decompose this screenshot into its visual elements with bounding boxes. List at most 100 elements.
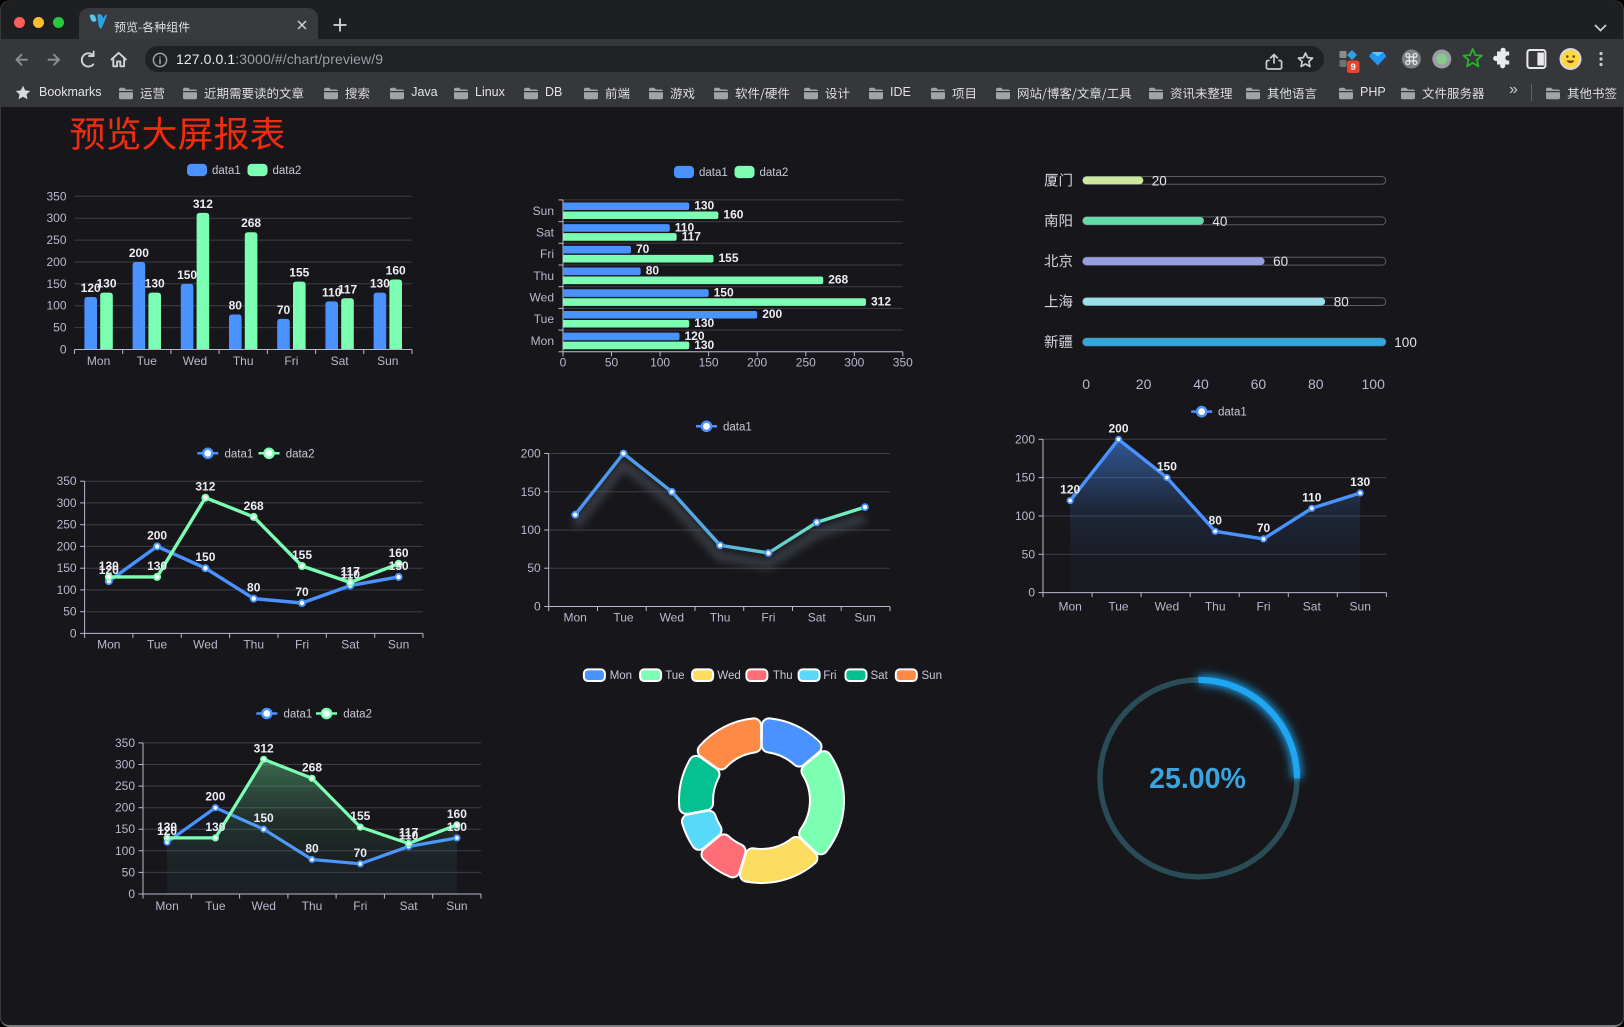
svg-text:312: 312	[195, 480, 215, 494]
svg-text:350: 350	[46, 189, 66, 203]
svg-text:data2: data2	[760, 167, 789, 179]
svg-text:130: 130	[205, 820, 225, 834]
svg-text:100: 100	[1394, 335, 1417, 350]
svg-text:Mon: Mon	[531, 334, 554, 348]
svg-text:Fri: Fri	[295, 638, 309, 652]
svg-text:120: 120	[81, 281, 101, 295]
svg-text:350: 350	[57, 474, 77, 488]
svg-text:Thu: Thu	[243, 638, 264, 652]
svg-text:70: 70	[277, 303, 291, 317]
svg-text:Mon: Mon	[155, 899, 178, 913]
svg-text:Thu: Thu	[533, 269, 554, 283]
svg-text:Tue: Tue	[205, 899, 226, 913]
svg-text:150: 150	[115, 822, 135, 836]
svg-text:70: 70	[354, 846, 368, 860]
svg-text:Sat: Sat	[536, 226, 555, 240]
svg-text:50: 50	[63, 605, 77, 619]
svg-text:80: 80	[1209, 513, 1223, 527]
svg-text:155: 155	[350, 809, 370, 823]
svg-text:130: 130	[1350, 475, 1370, 489]
svg-text:117: 117	[399, 826, 419, 840]
svg-text:200: 200	[205, 790, 225, 804]
svg-text:Mon: Mon	[1059, 600, 1082, 614]
svg-text:Sat: Sat	[808, 611, 827, 625]
svg-text:100: 100	[521, 523, 541, 537]
svg-text:Sun: Sun	[1350, 600, 1371, 614]
svg-text:Sun: Sun	[922, 670, 942, 682]
svg-text:117: 117	[341, 565, 361, 579]
svg-text:Sun: Sun	[854, 611, 875, 625]
svg-text:Wed: Wed	[251, 899, 275, 913]
svg-text:200: 200	[147, 528, 167, 542]
svg-text:150: 150	[46, 277, 66, 291]
svg-text:60: 60	[1251, 376, 1267, 392]
svg-text:50: 50	[122, 865, 136, 879]
svg-text:110: 110	[399, 829, 419, 843]
svg-text:Tue: Tue	[613, 611, 634, 625]
svg-text:200: 200	[762, 307, 782, 321]
svg-text:data2: data2	[286, 448, 315, 460]
svg-text:Wed: Wed	[193, 638, 217, 652]
svg-text:130: 130	[147, 559, 167, 573]
svg-text:9: 9	[1351, 62, 1356, 73]
svg-text:Fri: Fri	[540, 247, 554, 261]
svg-text:300: 300	[46, 211, 66, 225]
svg-text:Tue: Tue	[147, 638, 168, 652]
svg-text:Sun: Sun	[533, 204, 554, 218]
svg-text:130: 130	[694, 199, 714, 213]
svg-text:50: 50	[605, 356, 619, 370]
svg-text:Tue: Tue	[665, 670, 684, 682]
svg-text:Sun: Sun	[446, 899, 467, 913]
svg-text:50: 50	[1022, 547, 1036, 561]
svg-text:80: 80	[1308, 376, 1324, 392]
svg-text:80: 80	[229, 299, 243, 313]
svg-text:0: 0	[534, 600, 541, 614]
svg-text:Tue: Tue	[137, 354, 158, 368]
svg-text:80: 80	[1334, 295, 1349, 310]
svg-text:Wed: Wed	[717, 670, 740, 682]
svg-text:150: 150	[195, 550, 215, 564]
svg-text:300: 300	[57, 496, 77, 510]
svg-text:40: 40	[1212, 214, 1227, 229]
svg-text:268: 268	[302, 760, 322, 774]
svg-text:Wed: Wed	[530, 291, 554, 305]
svg-text:117: 117	[338, 282, 358, 296]
svg-text:70: 70	[1257, 521, 1271, 535]
svg-text:data1: data1	[225, 448, 254, 460]
svg-text:Fri: Fri	[353, 899, 367, 913]
svg-text:Sat: Sat	[331, 354, 350, 368]
svg-text:Thu: Thu	[710, 611, 731, 625]
svg-text:155: 155	[292, 548, 312, 562]
svg-text:150: 150	[254, 811, 274, 825]
svg-text:160: 160	[447, 807, 467, 821]
svg-text:200: 200	[115, 801, 135, 815]
svg-text:250: 250	[57, 518, 77, 532]
svg-text:0: 0	[560, 356, 567, 370]
svg-text:Mon: Mon	[97, 638, 120, 652]
svg-text:data1: data1	[1218, 407, 1247, 419]
svg-text:data1: data1	[723, 421, 752, 433]
svg-text:Sat: Sat	[400, 899, 419, 913]
svg-text:100: 100	[57, 583, 77, 597]
svg-text:Mon: Mon	[610, 670, 632, 682]
svg-text:150: 150	[714, 285, 734, 299]
svg-text:25.00%: 25.00%	[1149, 763, 1246, 795]
svg-text:160: 160	[723, 208, 743, 222]
svg-text:Sat: Sat	[341, 638, 360, 652]
svg-text:60: 60	[1273, 254, 1288, 269]
svg-text:150: 150	[1157, 460, 1177, 474]
svg-text:120: 120	[685, 329, 705, 343]
svg-text:130: 130	[157, 820, 177, 834]
svg-text:0: 0	[1028, 586, 1035, 600]
svg-text:Fri: Fri	[1257, 600, 1271, 614]
svg-text:150: 150	[1015, 471, 1035, 485]
svg-text:100: 100	[115, 844, 135, 858]
svg-text:160: 160	[386, 264, 406, 278]
svg-text:Tue: Tue	[1108, 600, 1129, 614]
svg-text:268: 268	[828, 273, 848, 287]
svg-text:data2: data2	[343, 709, 372, 721]
svg-text:150: 150	[521, 485, 541, 499]
svg-text:120: 120	[1060, 483, 1080, 497]
svg-text:130: 130	[447, 820, 467, 834]
svg-text:200: 200	[129, 246, 149, 260]
